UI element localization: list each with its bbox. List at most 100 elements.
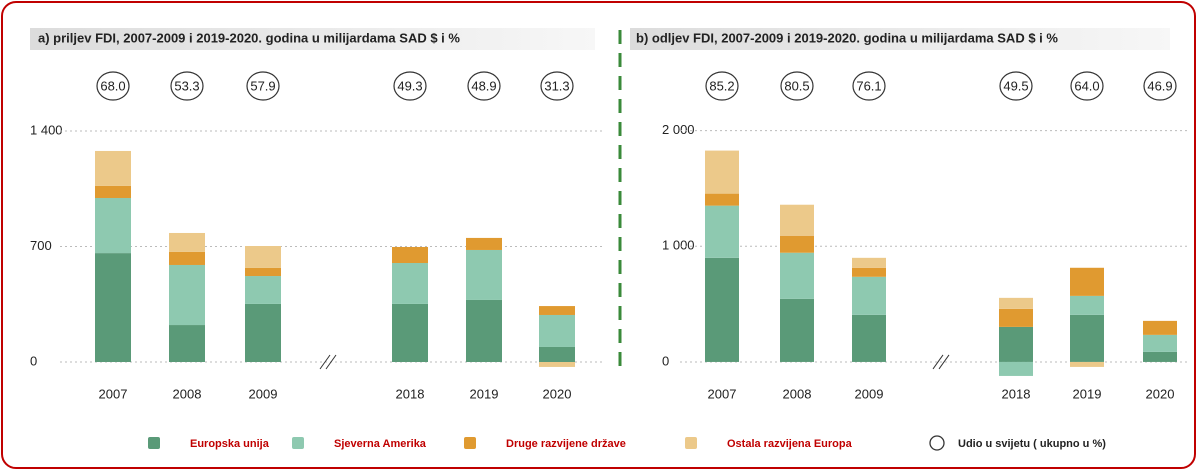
bar (169, 251, 205, 265)
bar (999, 326, 1033, 362)
share-label: 46.9 (1147, 78, 1172, 93)
share-circle (1070, 71, 1104, 101)
share-circle (780, 71, 814, 101)
bar (95, 253, 131, 362)
bar (705, 193, 739, 206)
share-circle (467, 71, 501, 101)
bar (392, 246, 428, 263)
y-tick-label: 2 000 (662, 122, 695, 137)
share-circle (246, 71, 280, 101)
bar (466, 249, 502, 300)
y-tick-label: 1 000 (662, 238, 695, 253)
x-tick-label: 2020 (1146, 386, 1175, 401)
bar (1070, 361, 1104, 367)
share-label: 48.9 (471, 78, 496, 93)
share-circle (705, 71, 739, 101)
bar (1143, 320, 1177, 335)
share-circle (852, 71, 886, 101)
share-label: 64.0 (1074, 78, 1099, 93)
bar (466, 237, 502, 250)
share-circle (393, 71, 427, 101)
share-label: 68.0 (100, 78, 125, 93)
bar (1143, 351, 1177, 362)
bar (539, 346, 575, 362)
bar (999, 361, 1033, 376)
legend-label: Ostala razvijena Europa (727, 438, 853, 450)
bar (169, 232, 205, 252)
axis-break (938, 354, 950, 370)
bar (780, 298, 814, 362)
legend-swatch (464, 437, 476, 449)
x-tick-label: 2019 (1073, 386, 1102, 401)
bar (705, 257, 739, 362)
share-label: 31.3 (544, 78, 569, 93)
share-circle (540, 71, 574, 101)
bar (169, 264, 205, 326)
chart-title: a) priljev FDI, 2007-2009 i 2019-2020. g… (38, 30, 460, 45)
share-circle (999, 71, 1033, 101)
x-tick-label: 2009 (855, 386, 884, 401)
bar (999, 297, 1033, 309)
bar (1070, 267, 1104, 296)
bar (539, 306, 575, 315)
legend-swatch (685, 437, 697, 449)
x-tick-label: 2007 (99, 386, 128, 401)
bar (245, 276, 281, 304)
bar (245, 303, 281, 362)
bar (539, 362, 575, 367)
bar (169, 325, 205, 362)
bar (705, 205, 739, 258)
share-circle (170, 71, 204, 101)
legend-label: Udio u svijetu ( ukupno u %) (958, 438, 1106, 450)
y-tick-label: 700 (30, 238, 52, 253)
share-label: 76.1 (856, 78, 881, 93)
bar (245, 267, 281, 277)
bar (780, 204, 814, 236)
title-box (30, 28, 595, 50)
legend-swatch (292, 437, 304, 449)
x-tick-label: 2008 (173, 386, 202, 401)
x-tick-label: 2009 (249, 386, 278, 401)
y-tick-label: 0 (30, 353, 37, 368)
y-tick-label: 1 400 (30, 122, 63, 137)
chart-title: b) odljev FDI, 2007-2009 i 2019-2020. go… (636, 30, 1058, 45)
share-label: 49.5 (1003, 78, 1028, 93)
share-label: 57.9 (250, 78, 275, 93)
legend-label: Europska unija (190, 438, 270, 450)
bar (245, 246, 281, 268)
axis-break (932, 354, 944, 370)
title-box (630, 28, 1170, 50)
bar (392, 263, 428, 304)
legend-label: Sjeverna Amerika (334, 438, 427, 450)
share-circle (96, 71, 130, 101)
bar (780, 252, 814, 299)
share-label: 53.3 (174, 78, 199, 93)
bar (1143, 334, 1177, 352)
bar (999, 308, 1033, 327)
x-tick-label: 2020 (543, 386, 572, 401)
x-tick-label: 2018 (396, 386, 425, 401)
share-label: 49.3 (397, 78, 422, 93)
bar (705, 150, 739, 194)
legend-label: Druge razvijene države (506, 438, 626, 450)
x-tick-label: 2008 (783, 386, 812, 401)
share-circle (1143, 71, 1177, 101)
share-label: 85.2 (709, 78, 734, 93)
bar (852, 267, 886, 277)
bar (392, 303, 428, 362)
y-tick-label: 0 (662, 353, 669, 368)
bar (1070, 314, 1104, 362)
x-tick-label: 2018 (1002, 386, 1031, 401)
bar (852, 314, 886, 362)
bar (95, 150, 131, 186)
axis-break (325, 354, 337, 370)
bar (780, 235, 814, 253)
x-tick-label: 2007 (708, 386, 737, 401)
bar (539, 314, 575, 347)
legend-circle (929, 435, 945, 451)
bar (466, 299, 502, 362)
share-label: 80.5 (784, 78, 809, 93)
bar (1070, 295, 1104, 315)
